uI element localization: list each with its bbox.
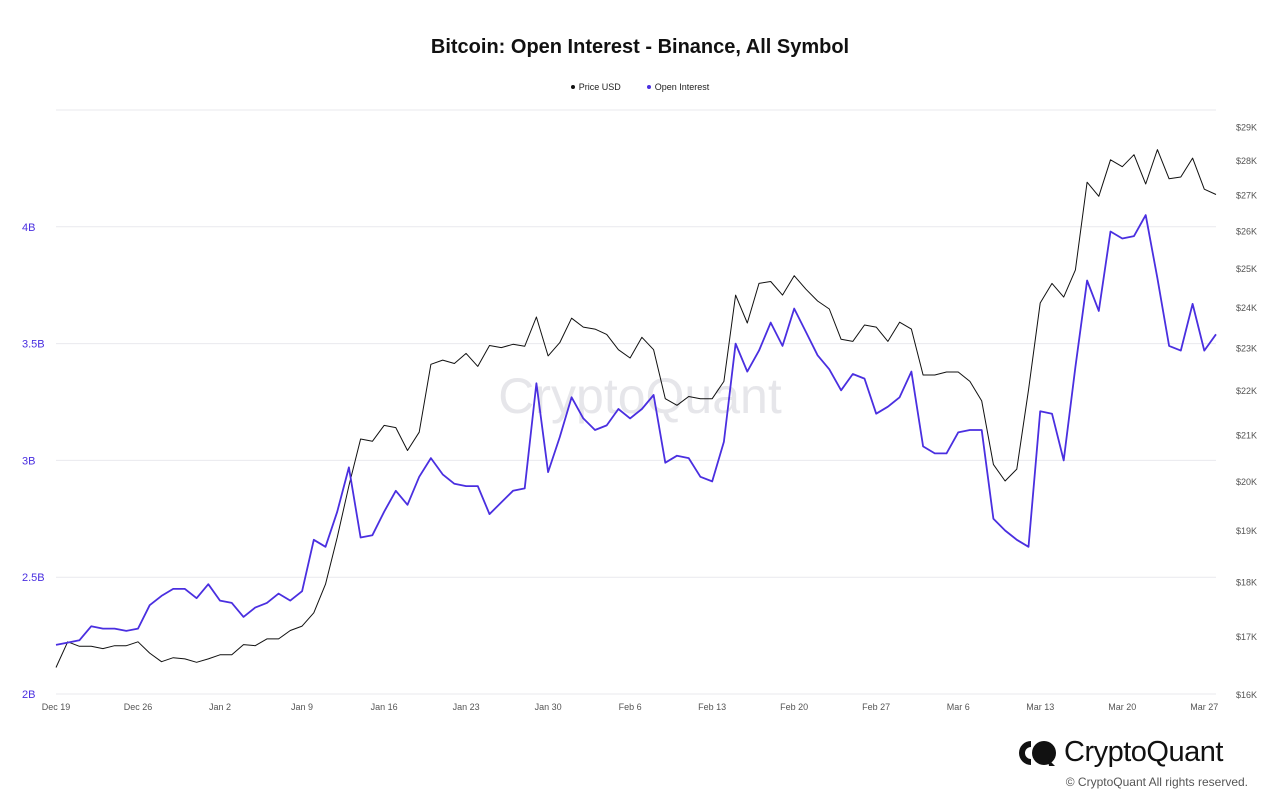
right-axis-tick-label: $28K: [1236, 156, 1257, 166]
left-axis-tick-label: 2B: [22, 689, 35, 701]
brand-name: CryptoQuant: [1064, 736, 1223, 768]
legend-dot-price: [570, 85, 575, 89]
x-axis-tick-label: Jan 23: [453, 702, 480, 712]
right-axis-tick-label: $21K: [1236, 430, 1257, 440]
legend-label-open-interest: Open Interest: [654, 82, 710, 92]
legend-label-price: Price USD: [578, 82, 621, 92]
legend-item-price[interactable]: Price USD: [570, 82, 621, 92]
right-axis-tick-label: $17K: [1236, 632, 1257, 642]
x-axis-tick-label: Jan 30: [535, 702, 562, 712]
price-usd-line: [55, 149, 1217, 668]
x-axis-tick-label: Feb 13: [698, 702, 726, 712]
x-axis-tick-label: Feb 27: [862, 702, 890, 712]
x-axis-tick-label: Dec 19: [42, 702, 71, 712]
right-axis-tick-label: $20K: [1236, 477, 1257, 487]
x-axis-tick-label: Mar 6: [947, 702, 970, 712]
right-axis-tick-label: $22K: [1236, 386, 1257, 396]
x-axis-tick-label: Jan 16: [371, 702, 398, 712]
open-interest-line: [55, 214, 1217, 646]
legend: Price USD Open Interest: [0, 82, 1280, 92]
right-axis-tick-label: $26K: [1236, 227, 1257, 237]
x-axis-tick-label: Feb 6: [619, 702, 642, 712]
x-axis-tick-label: Mar 27: [1190, 702, 1218, 712]
x-axis-tick-label: Mar 20: [1108, 702, 1136, 712]
right-axis-tick-label: $19K: [1236, 526, 1257, 536]
x-axis-tick-label: Dec 26: [124, 702, 153, 712]
x-axis-tick-label: Jan 9: [291, 702, 313, 712]
right-axis-tick-label: $25K: [1236, 264, 1257, 274]
right-axis-tick-label: $18K: [1236, 578, 1257, 588]
right-axis-tick-label: $24K: [1236, 303, 1257, 313]
right-axis-tick-label: $23K: [1236, 344, 1257, 354]
cryptoquant-logo-icon: [1019, 740, 1056, 766]
right-axis-tick-label: $16K: [1236, 690, 1257, 700]
left-axis-tick-label: 2.5B: [22, 572, 45, 584]
watermark: CryptoQuant: [498, 368, 782, 424]
left-axis-tick-label: 3.5B: [22, 339, 45, 351]
x-axis-tick-label: Mar 13: [1026, 702, 1054, 712]
legend-dot-open-interest: [646, 85, 651, 89]
x-axis-tick-label: Jan 2: [209, 702, 231, 712]
legend-item-open-interest[interactable]: Open Interest: [646, 82, 710, 92]
left-axis-tick-label: 3B: [22, 455, 35, 467]
chart-title: Bitcoin: Open Interest - Binance, All Sy…: [430, 36, 850, 58]
brand-logo: CryptoQuant: [1018, 736, 1223, 769]
right-axis-tick-label: $29K: [1236, 122, 1257, 132]
right-axis-tick-label: $27K: [1236, 191, 1257, 201]
x-axis-tick-label: Feb 20: [780, 702, 808, 712]
copyright-text: © CryptoQuant All rights reserved.: [1065, 775, 1248, 789]
left-axis-tick-label: 4B: [22, 222, 35, 234]
